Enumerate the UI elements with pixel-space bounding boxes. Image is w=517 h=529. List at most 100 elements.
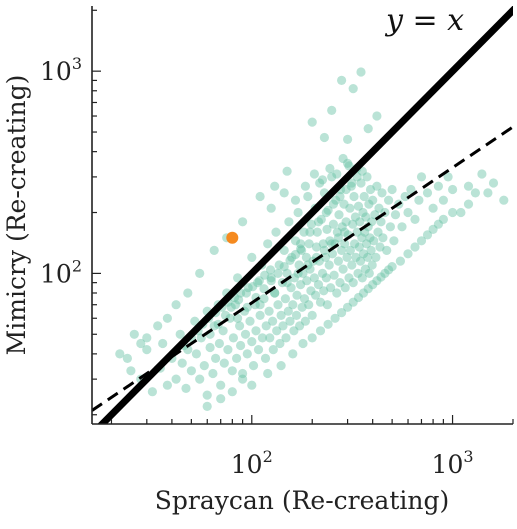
data-point <box>410 214 420 224</box>
data-point <box>374 203 384 213</box>
data-point <box>242 302 252 312</box>
data-point <box>330 313 340 323</box>
data-point <box>226 302 236 312</box>
data-point <box>209 321 219 331</box>
data-point <box>387 184 397 195</box>
data-point <box>363 252 373 262</box>
data-point <box>253 345 264 355</box>
data-point <box>209 245 219 255</box>
identity-line <box>97 6 513 424</box>
data-point <box>333 233 343 243</box>
data-point <box>337 308 347 318</box>
data-point <box>312 227 322 237</box>
data-point <box>324 260 334 270</box>
data-point <box>268 345 278 355</box>
data-point <box>463 181 474 191</box>
data-point <box>443 172 453 182</box>
data-point <box>328 199 338 209</box>
data-point <box>297 302 307 312</box>
data-point <box>329 270 339 280</box>
data-point <box>433 181 443 191</box>
data-point <box>295 321 305 331</box>
data-point <box>351 252 361 262</box>
data-point <box>254 276 264 286</box>
data-point <box>247 380 257 390</box>
highlight-point <box>226 231 239 244</box>
data-point <box>349 191 359 202</box>
data-point <box>438 195 448 205</box>
data-point <box>233 273 243 283</box>
data-point <box>348 84 358 94</box>
data-point <box>309 273 319 283</box>
data-point <box>266 203 276 213</box>
data-point <box>372 181 382 191</box>
data-point <box>290 195 301 205</box>
data-point <box>315 326 326 336</box>
data-point <box>369 236 379 246</box>
data-point <box>340 283 350 293</box>
data-point <box>341 217 351 227</box>
data-point <box>186 366 196 376</box>
data-point <box>332 169 342 179</box>
data-point <box>338 264 348 274</box>
data-point <box>387 262 397 272</box>
data-point <box>223 345 233 355</box>
data-point <box>332 288 342 298</box>
data-point <box>272 326 282 336</box>
data-point <box>355 217 365 227</box>
data-point <box>348 278 358 288</box>
data-point <box>290 236 301 246</box>
data-point <box>265 333 275 343</box>
data-point <box>266 273 276 283</box>
data-point <box>243 283 253 293</box>
data-point <box>323 319 333 329</box>
data-point <box>240 329 251 339</box>
data-point <box>373 227 383 237</box>
data-point <box>259 294 269 304</box>
data-point <box>488 178 499 188</box>
fit-line <box>92 125 513 412</box>
data-point <box>350 212 360 222</box>
data-point <box>265 265 276 275</box>
data-point <box>304 300 314 310</box>
data-point <box>300 316 310 326</box>
data-point <box>230 300 241 310</box>
data-point <box>354 242 364 252</box>
y-axis-title: Mimicry (Re-creating) <box>2 75 31 356</box>
data-point <box>448 184 458 195</box>
data-point <box>433 219 443 229</box>
data-point <box>357 233 367 243</box>
data-point <box>319 132 329 143</box>
data-point <box>302 276 312 286</box>
data-point <box>296 239 306 249</box>
data-point <box>288 300 298 310</box>
data-point <box>322 300 332 310</box>
data-point <box>280 294 290 304</box>
data-point <box>303 191 313 202</box>
data-point <box>315 178 325 188</box>
data-point <box>327 172 337 182</box>
data-point <box>319 286 329 296</box>
data-point <box>377 188 387 198</box>
data-point <box>235 321 245 331</box>
data-point <box>343 134 353 144</box>
data-point <box>400 191 410 202</box>
data-point <box>334 210 344 220</box>
data-point <box>273 268 283 278</box>
data-point <box>282 268 292 278</box>
data-point <box>367 260 377 270</box>
data-point <box>263 368 273 379</box>
data-point <box>274 260 284 270</box>
data-point <box>338 153 348 164</box>
data-point <box>290 249 301 260</box>
data-point <box>344 273 354 283</box>
data-point <box>266 276 276 286</box>
data-point <box>348 219 358 229</box>
data-point <box>285 255 295 265</box>
data-point <box>142 333 152 343</box>
data-point <box>438 214 448 224</box>
data-point <box>171 374 181 384</box>
data-point <box>422 188 433 198</box>
data-point <box>251 326 261 336</box>
